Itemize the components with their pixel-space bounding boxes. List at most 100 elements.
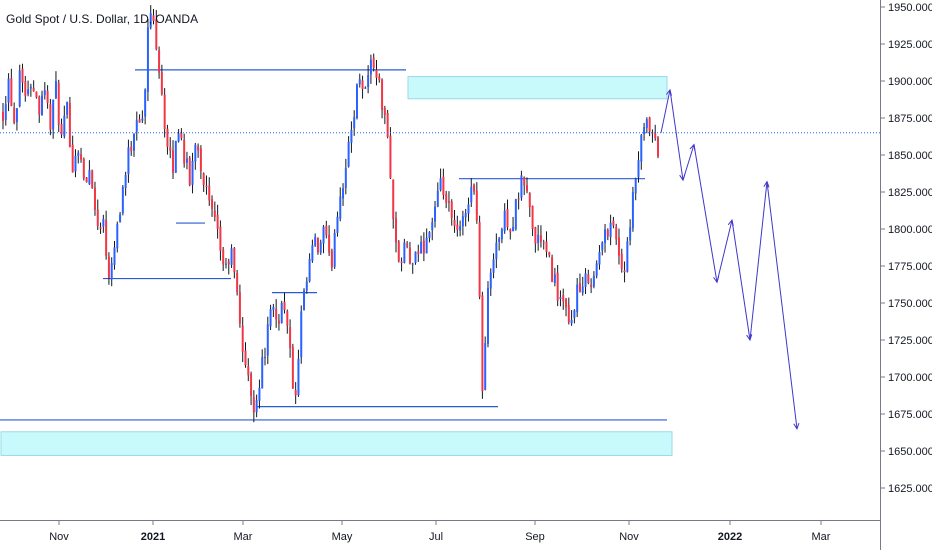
- candle: [439, 168, 442, 192]
- candle: [247, 358, 250, 382]
- candle: [355, 83, 358, 120]
- candle: [238, 284, 241, 328]
- candle: [578, 273, 581, 293]
- candle: [303, 288, 306, 311]
- x-tick-label: May: [332, 531, 353, 543]
- candle: [481, 291, 484, 399]
- y-tick-label: 1925.000: [888, 39, 932, 51]
- candle: [230, 244, 233, 268]
- candle: [584, 268, 587, 294]
- candle: [464, 208, 467, 227]
- candle: [110, 257, 113, 287]
- candle: [447, 191, 450, 212]
- candle: [434, 200, 437, 228]
- candle: [598, 245, 601, 270]
- candle: [475, 182, 478, 224]
- candle: [601, 241, 604, 256]
- candle: [294, 382, 297, 405]
- candle: [244, 342, 247, 368]
- candle: [397, 240, 400, 263]
- candle: [272, 303, 275, 318]
- candle: [381, 78, 384, 119]
- candle: [15, 108, 18, 131]
- candle: [342, 183, 345, 206]
- candle: [224, 257, 227, 269]
- projection-arrowhead: [727, 219, 734, 227]
- candle: [459, 220, 462, 237]
- candle: [135, 111, 138, 141]
- y-tick-label: 1950.000: [888, 2, 932, 14]
- candle: [283, 292, 286, 314]
- candle: [486, 281, 489, 348]
- candle: [567, 297, 570, 325]
- candle: [133, 133, 135, 157]
- candle: [626, 237, 629, 273]
- candle: [587, 269, 590, 285]
- candle: [500, 227, 503, 244]
- candle: [46, 85, 49, 109]
- candle: [52, 99, 55, 139]
- candle: [208, 177, 211, 206]
- candle: [233, 247, 236, 279]
- candle: [113, 240, 116, 270]
- candle: [255, 394, 258, 418]
- candle: [620, 248, 623, 273]
- candle: [556, 265, 559, 307]
- candle: [414, 251, 417, 265]
- candle: [297, 349, 300, 397]
- y-tick-label: 1825.000: [888, 187, 932, 199]
- candle: [484, 336, 487, 391]
- candle: [54, 71, 57, 100]
- candle: [82, 157, 85, 181]
- candle: [514, 198, 517, 231]
- y-tick-label: 1625.000: [888, 483, 932, 495]
- candle: [29, 83, 32, 97]
- candle: [149, 5, 152, 30]
- candle: [657, 136, 659, 159]
- candle: [197, 143, 200, 158]
- candle: [528, 192, 531, 217]
- candle: [325, 220, 328, 239]
- candle: [436, 182, 439, 208]
- candle: [43, 82, 46, 100]
- candle: [60, 118, 63, 138]
- candle: [615, 223, 618, 245]
- candle: [211, 195, 214, 217]
- chart-title: Gold Spot / U.S. Dollar, 1D, OANDA: [6, 12, 198, 26]
- y-tick-label: 1875.000: [888, 113, 932, 125]
- x-tick-label: Jul: [429, 531, 443, 543]
- candle: [640, 134, 643, 170]
- candle: [386, 109, 389, 139]
- candle: [291, 343, 294, 389]
- candle: [280, 300, 283, 324]
- projection-arrowhead: [793, 422, 800, 430]
- candle: [308, 253, 311, 283]
- candle: [222, 246, 225, 271]
- supply-zone: [407, 76, 668, 100]
- candle: [258, 379, 261, 409]
- candle: [18, 64, 21, 108]
- candle: [509, 228, 512, 240]
- x-tick-label: Sep: [525, 531, 545, 543]
- candle: [158, 46, 161, 79]
- candle: [311, 239, 314, 263]
- candle: [289, 319, 292, 358]
- candle: [570, 310, 573, 326]
- projection-arrowhead: [665, 88, 672, 96]
- candle: [395, 211, 397, 253]
- candle: [623, 261, 626, 283]
- candle: [400, 257, 403, 272]
- candle: [411, 262, 414, 274]
- candle: [526, 177, 528, 194]
- candle: [369, 54, 372, 84]
- candle: [551, 254, 554, 283]
- candle: [63, 105, 66, 139]
- candle: [364, 86, 367, 89]
- candle: [85, 176, 88, 183]
- candle: [378, 73, 381, 83]
- candle: [537, 224, 540, 251]
- candle: [213, 201, 216, 222]
- candle: [32, 80, 35, 92]
- candle: [503, 203, 506, 234]
- candle: [565, 297, 568, 317]
